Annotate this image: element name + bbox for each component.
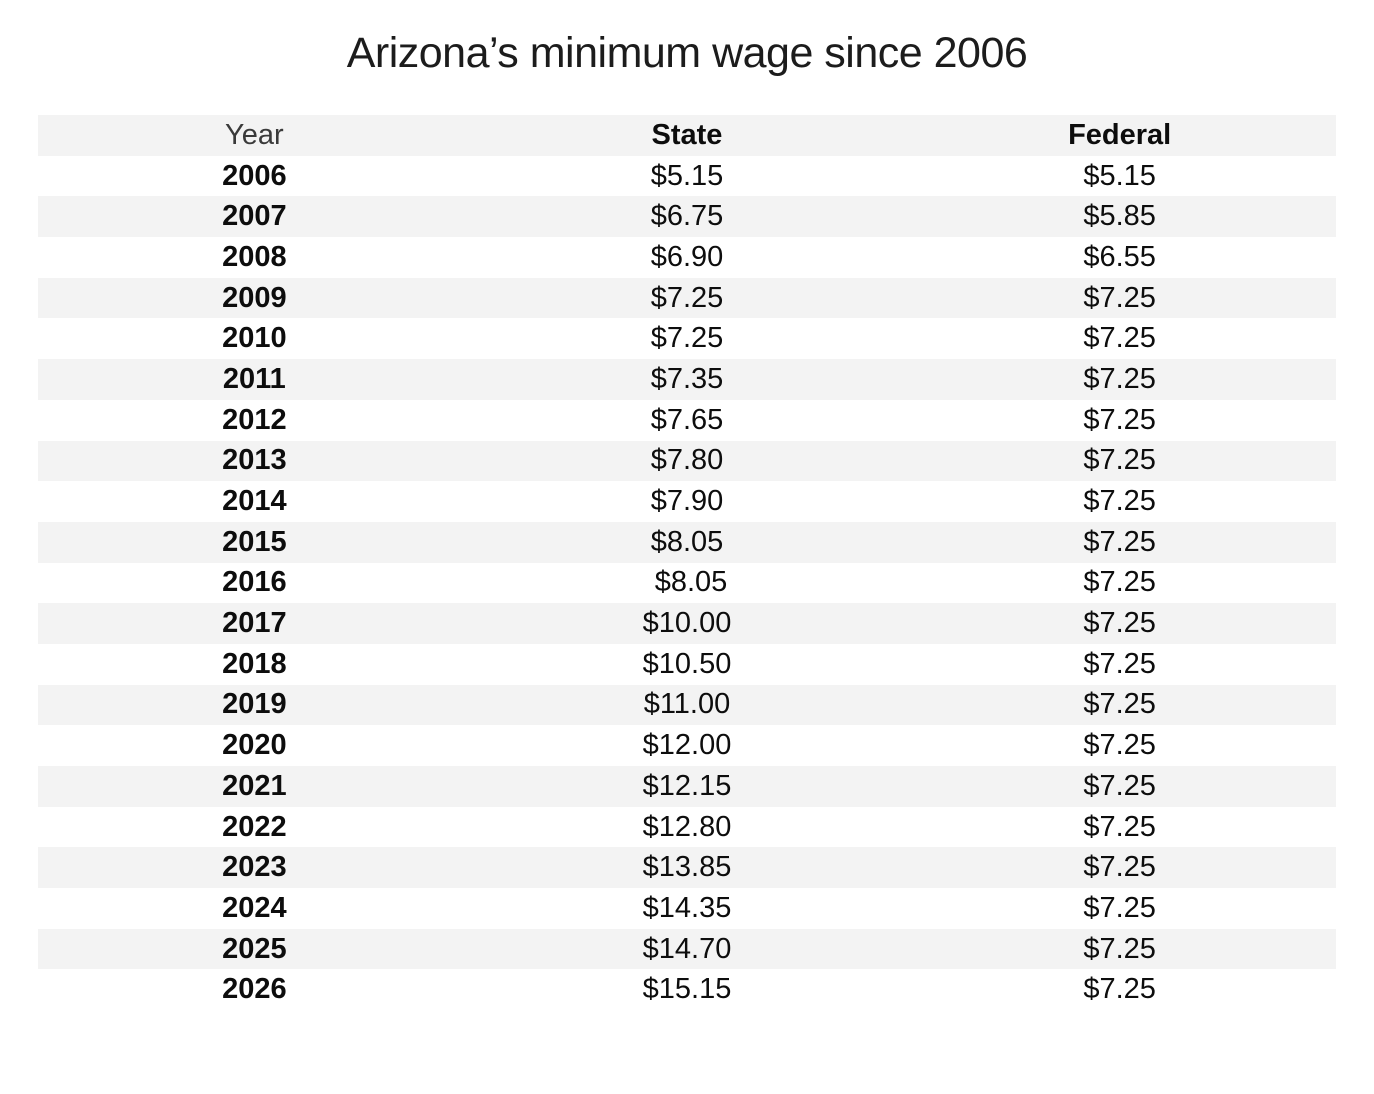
table-row: 2024 $14.35 $7.25 <box>38 888 1336 929</box>
year-cell: 2026 <box>222 973 287 1006</box>
federal-cell: $7.25 <box>1083 891 1156 924</box>
year-cell: 2025 <box>222 932 287 965</box>
year-cell: 2017 <box>222 607 287 640</box>
table-head: Year State Federal <box>38 115 1336 156</box>
table-row: 2026 $15.15 $7.25 <box>38 969 1336 1010</box>
state-cell: $6.90 <box>650 240 724 273</box>
column-header-state: State <box>651 118 723 151</box>
table-row: 2013 $7.80 $7.25 <box>38 440 1336 482</box>
state-cell: $7.25 <box>650 281 724 314</box>
table-header-row: Year State Federal <box>38 115 1336 156</box>
state-cell: $13.85 <box>642 851 732 884</box>
page-title: Arizona’s minimum wage since 2006 <box>346 29 1028 77</box>
year-cell: 2009 <box>222 281 287 314</box>
federal-cell: $5.85 <box>1083 200 1156 233</box>
state-cell: $10.00 <box>642 607 732 640</box>
federal-cell: $7.25 <box>1083 403 1156 436</box>
state-cell: $12.15 <box>642 769 732 802</box>
federal-cell: $7.25 <box>1083 647 1156 680</box>
year-cell: 2006 <box>222 159 287 192</box>
state-cell: $12.80 <box>642 810 732 843</box>
state-cell: $7.25 <box>650 322 724 355</box>
year-cell: 2019 <box>222 688 287 721</box>
table-body: 2006 $5.15 $5.15 2007 $6.75 $5.85 2008 $6.90 $6.… <box>38 156 1336 1010</box>
federal-cell: $7.25 <box>1083 362 1156 395</box>
year-cell: 2014 <box>222 485 287 518</box>
year-cell: 2016 <box>222 566 287 599</box>
table-row: 2014 $7.90 $7.25 <box>38 481 1336 522</box>
state-cell: $7.65 <box>650 403 724 436</box>
state-cell: $7.90 <box>650 485 724 518</box>
state-cell: $8.05 <box>646 566 728 599</box>
table-row: 2018 $10.50 $7.25 <box>38 644 1336 685</box>
federal-cell: $7.25 <box>1083 607 1156 640</box>
table-row: 2007 $6.75 $5.85 <box>38 196 1336 238</box>
federal-cell: $7.25 <box>1083 769 1156 802</box>
year-cell: 2023 <box>222 851 287 884</box>
federal-cell: $7.25 <box>1083 729 1156 762</box>
federal-cell: $7.25 <box>1083 932 1156 965</box>
year-cell: 2015 <box>222 525 287 558</box>
table-row: 2021 $12.15 $7.25 <box>38 766 1336 807</box>
federal-cell: $7.25 <box>1083 281 1156 314</box>
state-cell: $8.05 <box>650 525 724 558</box>
table-row: 2012 $7.65 $7.25 <box>38 400 1336 441</box>
table-row: 2011 $7.35 $7.25 <box>38 359 1336 400</box>
federal-cell: $7.25 <box>1083 322 1156 355</box>
table-row: 2010 $7.25 $7.25 <box>38 318 1336 359</box>
federal-cell: $7.25 <box>1083 485 1156 518</box>
state-cell: $10.50 <box>642 647 732 680</box>
minimum-wage-infographic: Arizona’s minimum wage since 2006 Year S… <box>0 28 1374 1010</box>
column-header-year: Year <box>225 118 284 151</box>
year-cell: 2010 <box>222 322 287 355</box>
year-cell: 2024 <box>222 891 287 924</box>
year-cell: 2013 <box>222 444 287 477</box>
state-cell: $15.15 <box>642 973 732 1006</box>
table-row: 2017 $10.00 $7.25 <box>38 603 1336 644</box>
year-cell: 2008 <box>222 240 287 273</box>
federal-cell: $7.25 <box>1083 688 1156 721</box>
federal-cell: $7.25 <box>1083 810 1156 843</box>
year-cell: 2022 <box>222 810 287 843</box>
federal-cell: $7.25 <box>1083 566 1156 599</box>
state-cell: $14.70 <box>642 932 732 965</box>
table-row: 2025 $14.70 $7.25 <box>38 928 1336 970</box>
federal-cell: $6.55 <box>1083 240 1156 273</box>
federal-cell: $7.25 <box>1083 973 1156 1006</box>
year-cell: 2007 <box>222 200 287 233</box>
state-cell: $12.00 <box>642 729 732 762</box>
state-cell: $11.00 <box>643 688 731 721</box>
table-row: 2008 $6.90 $6.55 <box>38 237 1336 278</box>
state-cell: $6.75 <box>650 200 724 233</box>
table-row: 2022 $12.80 $7.25 <box>38 807 1336 848</box>
table-row: 2020 $12.00 $7.25 <box>38 725 1336 766</box>
table-row: 2016 $8.05 $7.25 <box>38 563 1336 604</box>
year-cell: 2021 <box>222 769 287 802</box>
year-cell: 2012 <box>222 403 287 436</box>
year-cell: 2018 <box>222 647 287 680</box>
state-cell: $7.80 <box>650 444 724 477</box>
federal-cell: $7.25 <box>1083 525 1156 558</box>
state-cell: $14.35 <box>642 891 732 924</box>
table-row: 2023 $13.85 $7.25 <box>38 847 1336 889</box>
state-cell: $5.15 <box>650 159 724 192</box>
table-row: 2019 $11.00 $7.25 <box>38 684 1336 726</box>
column-header-federal: Federal <box>1068 118 1172 151</box>
federal-cell: $7.25 <box>1083 444 1156 477</box>
wage-table: Year State Federal 2006 $5.15 $5.15 2007 $6.… <box>38 115 1336 1010</box>
state-cell: $7.35 <box>650 362 724 395</box>
table-row: 2009 $7.25 $7.25 <box>38 277 1336 319</box>
table-row: 2015 $8.05 $7.25 <box>38 521 1336 563</box>
year-cell: 2020 <box>222 729 287 762</box>
federal-cell: $7.25 <box>1083 851 1156 884</box>
table-row: 2006 $5.15 $5.15 <box>38 156 1336 197</box>
federal-cell: $5.15 <box>1083 159 1156 192</box>
year-cell: 2011 <box>222 362 286 395</box>
